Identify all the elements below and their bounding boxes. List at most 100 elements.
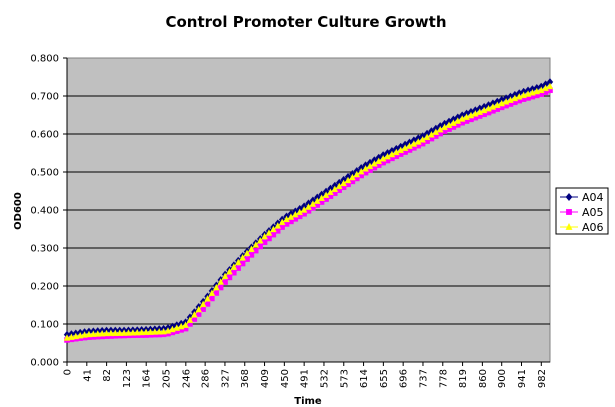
legend-box: [555, 187, 609, 235]
data-point-a06: [138, 328, 145, 336]
data-point-a06: [384, 152, 391, 160]
data-point-a06: [81, 331, 88, 338]
data-point-a06: [63, 334, 71, 341]
data-point-a06: [502, 98, 510, 105]
y-tick-label: 0.200: [30, 282, 59, 293]
data-point-a06: [147, 328, 154, 335]
x-tick-label: 0: [63, 369, 74, 375]
data-point-a06: [213, 283, 220, 291]
legend: A04 A05 A06: [555, 187, 609, 235]
data-point-a06: [489, 103, 497, 110]
grid-lines: [67, 95, 550, 325]
y-tick-label: 0.700: [30, 92, 59, 103]
data-point-a06: [274, 222, 282, 229]
data-point-a06: [230, 263, 238, 270]
data-point-a06: [265, 229, 273, 236]
x-tick-label: 368: [240, 369, 251, 388]
data-point-a06: [472, 110, 479, 117]
legend-marker-a05: [566, 209, 572, 215]
data-point-a06: [441, 123, 448, 131]
x-tick-label: 900: [497, 369, 508, 388]
data-point-a05: [213, 290, 220, 296]
data-point-a06: [221, 272, 229, 280]
x-tick-label: 737: [418, 369, 429, 388]
data-point-a06: [129, 329, 137, 336]
data-point-a06: [292, 210, 299, 218]
data-point-a06: [120, 329, 128, 336]
data-point-a06: [239, 253, 246, 261]
x-tick-label: 491: [300, 369, 311, 388]
x-tick-label: 819: [458, 369, 469, 388]
data-point-a06: [76, 331, 84, 339]
y-tick-label: 0.100: [30, 320, 59, 331]
data-point-a06: [283, 215, 290, 223]
x-tick-label: 82: [102, 369, 113, 382]
x-tick-label: 41: [82, 369, 93, 382]
data-point-a05: [235, 265, 241, 271]
x-tick-label: 573: [339, 369, 350, 388]
y-axis-title: OD600: [13, 192, 24, 230]
data-point-a06: [72, 332, 80, 340]
data-point-a06: [195, 305, 202, 313]
x-tick-label: 409: [260, 369, 271, 388]
x-tick-label: 450: [280, 369, 291, 388]
data-point-a06: [445, 121, 453, 128]
x-tick-label: 778: [438, 369, 449, 388]
data-point-a06: [134, 328, 141, 336]
data-point-a06: [467, 111, 475, 119]
x-tick-label: 286: [201, 369, 212, 388]
data-point-a06: [498, 99, 505, 107]
data-point-a06: [379, 154, 387, 162]
data-point-a06: [243, 249, 251, 257]
data-point-a06: [450, 119, 457, 126]
data-point-a06: [252, 241, 260, 248]
data-point-a06: [401, 144, 409, 151]
legend-label-a06: A06: [582, 221, 604, 234]
data-point-a06: [142, 328, 150, 336]
data-point-a06: [463, 113, 470, 120]
data-point-a06: [116, 329, 123, 336]
data-point-a06: [151, 328, 159, 335]
data-point-a06: [511, 94, 519, 102]
data-point-a06: [415, 138, 422, 145]
x-tick-label: 655: [379, 369, 390, 388]
data-point-a06: [94, 330, 101, 337]
data-point-a06: [458, 115, 466, 122]
x-tick-label: 123: [122, 369, 133, 388]
x-axis-title: Time: [294, 396, 322, 407]
data-point-a06: [160, 327, 167, 335]
x-tick-label: 327: [220, 369, 231, 388]
data-point-a06: [98, 329, 106, 337]
data-point-a06: [476, 108, 483, 115]
x-tick-label: 205: [162, 369, 173, 388]
legend-marker-a04: [565, 192, 573, 202]
data-point-a06: [199, 300, 207, 308]
data-point-a06: [186, 316, 194, 323]
legend-label-a04: A04: [582, 191, 604, 204]
data-point-a06: [393, 148, 400, 156]
data-point-a06: [235, 258, 242, 266]
y-tick-label: 0.500: [30, 168, 59, 179]
data-point-a06: [261, 232, 268, 240]
data-point-a06: [217, 278, 224, 285]
data-point-a06: [494, 101, 501, 108]
y-tick-label: 0.400: [30, 206, 59, 217]
series-a06: [63, 82, 554, 341]
y-tick-label: 0.600: [30, 130, 59, 141]
data-point-a06: [410, 140, 418, 147]
data-point-a06: [436, 125, 444, 133]
data-point-a06: [90, 330, 97, 337]
y-tick-label: 0.800: [30, 54, 59, 65]
y-tick-label: 0.300: [30, 244, 59, 255]
data-point-a06: [388, 150, 396, 158]
axes: 0.000 0.100 0.200 0.300 0.400 0.500 0.600 0.700…: [30, 54, 550, 388]
x-tick-label: 532: [319, 369, 330, 388]
x-tick-label: 614: [359, 369, 370, 388]
data-point-a06: [182, 321, 189, 328]
data-point-a06: [204, 295, 211, 302]
data-point-a06: [406, 142, 413, 149]
x-tick-label: 164: [142, 369, 153, 388]
x-tick-label: 696: [399, 369, 410, 388]
data-point-a06: [542, 84, 549, 92]
